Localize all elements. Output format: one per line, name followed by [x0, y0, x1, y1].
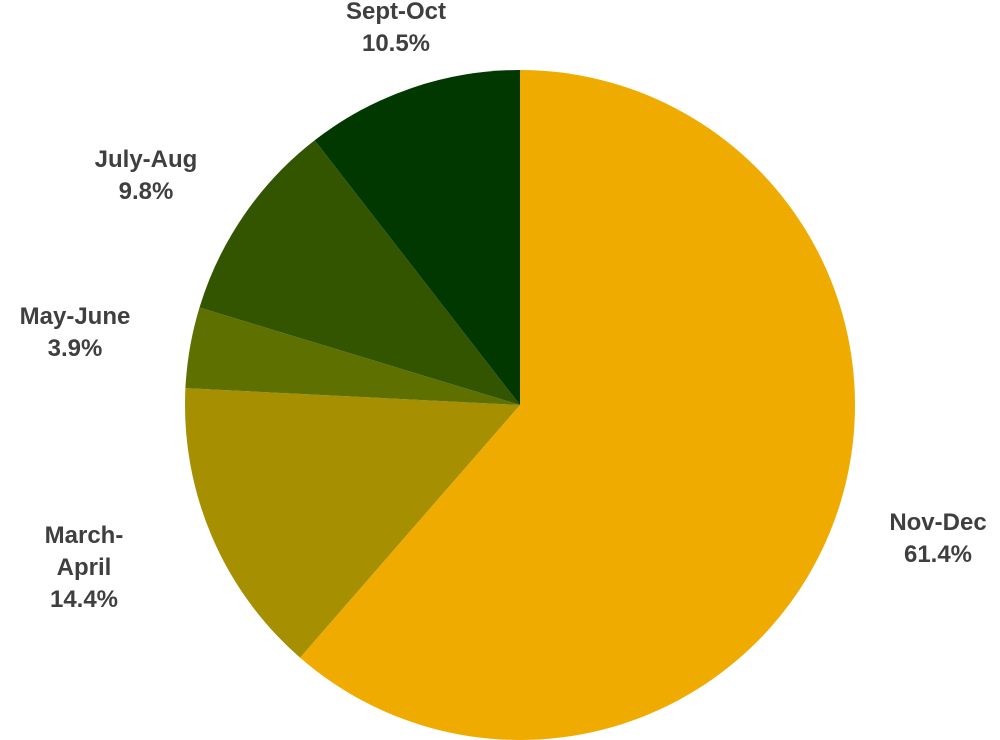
pie-slice-nov-dec	[300, 70, 856, 740]
slice-label-nov-dec: Nov-Dec 61.4%	[889, 509, 986, 568]
slice-value-label: 10.5%	[362, 30, 430, 57]
slice-value-label: 9.8%	[119, 178, 174, 205]
slice-category-label: July-Aug	[95, 146, 198, 173]
slice-label-march-april: March- April 14.4%	[45, 522, 124, 613]
slice-label-july-aug: July-Aug 9.8%	[95, 146, 198, 205]
slice-category-label: April	[57, 554, 112, 581]
slice-value-label: 61.4%	[904, 541, 972, 568]
slice-value-label: 14.4%	[50, 586, 118, 613]
pie-slice-may-june	[185, 307, 521, 405]
slice-category-label: May-June	[20, 303, 131, 330]
slice-category-label: March-	[45, 522, 124, 549]
pie-slice-march-april	[184, 388, 520, 658]
slice-category-label: Sept-Oct	[346, 0, 446, 25]
pie-labels: Nov-Dec 61.4% March- April 14.4% May-June 3.9%…	[20, 0, 987, 613]
pie-slice-sept-oct	[314, 70, 520, 405]
pie-slices	[184, 70, 856, 740]
slice-label-sept-oct: Sept-Oct 10.5%	[346, 0, 446, 57]
pie-slice-july-aug	[199, 140, 520, 406]
slice-value-label: 3.9%	[48, 335, 103, 362]
slice-category-label: Nov-Dec	[889, 509, 986, 536]
slice-label-may-june: May-June 3.9%	[20, 303, 131, 362]
